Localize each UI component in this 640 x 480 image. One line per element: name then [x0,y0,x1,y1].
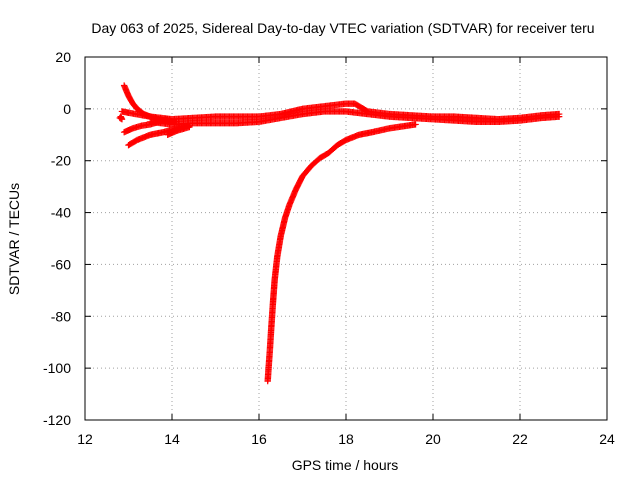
y-tick-label: -60 [51,256,71,272]
y-tick-label: 0 [63,101,71,117]
data-point-marker [186,123,193,131]
axis-ticks: 12 14 16 18 20 22 24 20 0 -20 -40 -60 -80 -100 -120 [43,49,615,447]
x-tick-label: 12 [77,431,93,447]
series-track-rise-c [164,123,193,138]
chart-title: Day 063 of 2025, Sidereal Day-to-day VTE… [91,20,594,36]
series-track-main-lower [147,108,563,128]
series-track-rise-a [120,116,171,136]
data-points [116,82,563,385]
y-axis-label: SDTVAR / TECUs [6,183,22,295]
series-track-cluster [116,113,126,123]
x-tick-label: 14 [164,431,180,447]
x-tick-label: 18 [338,431,354,447]
x-tick-label: 20 [425,431,441,447]
data-point-marker [555,113,563,120]
data-point-marker [173,118,180,126]
y-tick-label: -100 [43,360,71,376]
x-tick-label: 16 [251,431,267,447]
y-tick-label: -20 [51,153,71,169]
y-tick-label: -80 [51,308,71,324]
x-tick-label: 22 [512,431,528,447]
y-tick-label: -120 [43,412,71,428]
data-point-marker [117,113,124,120]
y-tick-label: -40 [51,205,71,221]
x-axis-label: GPS time / hours [292,457,399,473]
data-point-marker [412,121,419,128]
series-track-steep-recovery [264,121,419,385]
y-tick-label: 20 [55,49,71,65]
x-tick-label: 24 [599,431,615,447]
data-point-marker [164,116,171,123]
